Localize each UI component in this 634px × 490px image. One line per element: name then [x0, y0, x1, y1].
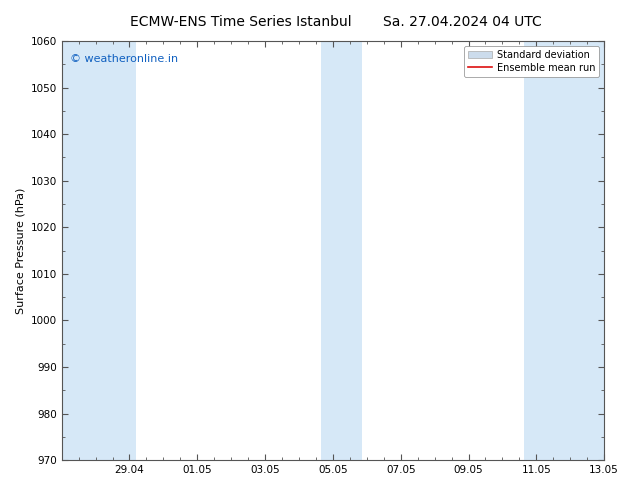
Bar — [335, 41, 362, 460]
Y-axis label: Surface Pressure (hPa): Surface Pressure (hPa) — [15, 187, 25, 314]
Text: ECMW-ENS Time Series Istanbul: ECMW-ENS Time Series Istanbul — [130, 15, 352, 29]
Bar — [79, 41, 136, 460]
Bar — [524, 41, 543, 460]
Bar — [61, 41, 79, 460]
Text: © weatheronline.in: © weatheronline.in — [70, 53, 178, 64]
Bar — [543, 41, 604, 460]
Legend: Standard deviation, Ensemble mean run: Standard deviation, Ensemble mean run — [464, 46, 599, 76]
Bar — [321, 41, 335, 460]
Text: Sa. 27.04.2024 04 UTC: Sa. 27.04.2024 04 UTC — [384, 15, 542, 29]
